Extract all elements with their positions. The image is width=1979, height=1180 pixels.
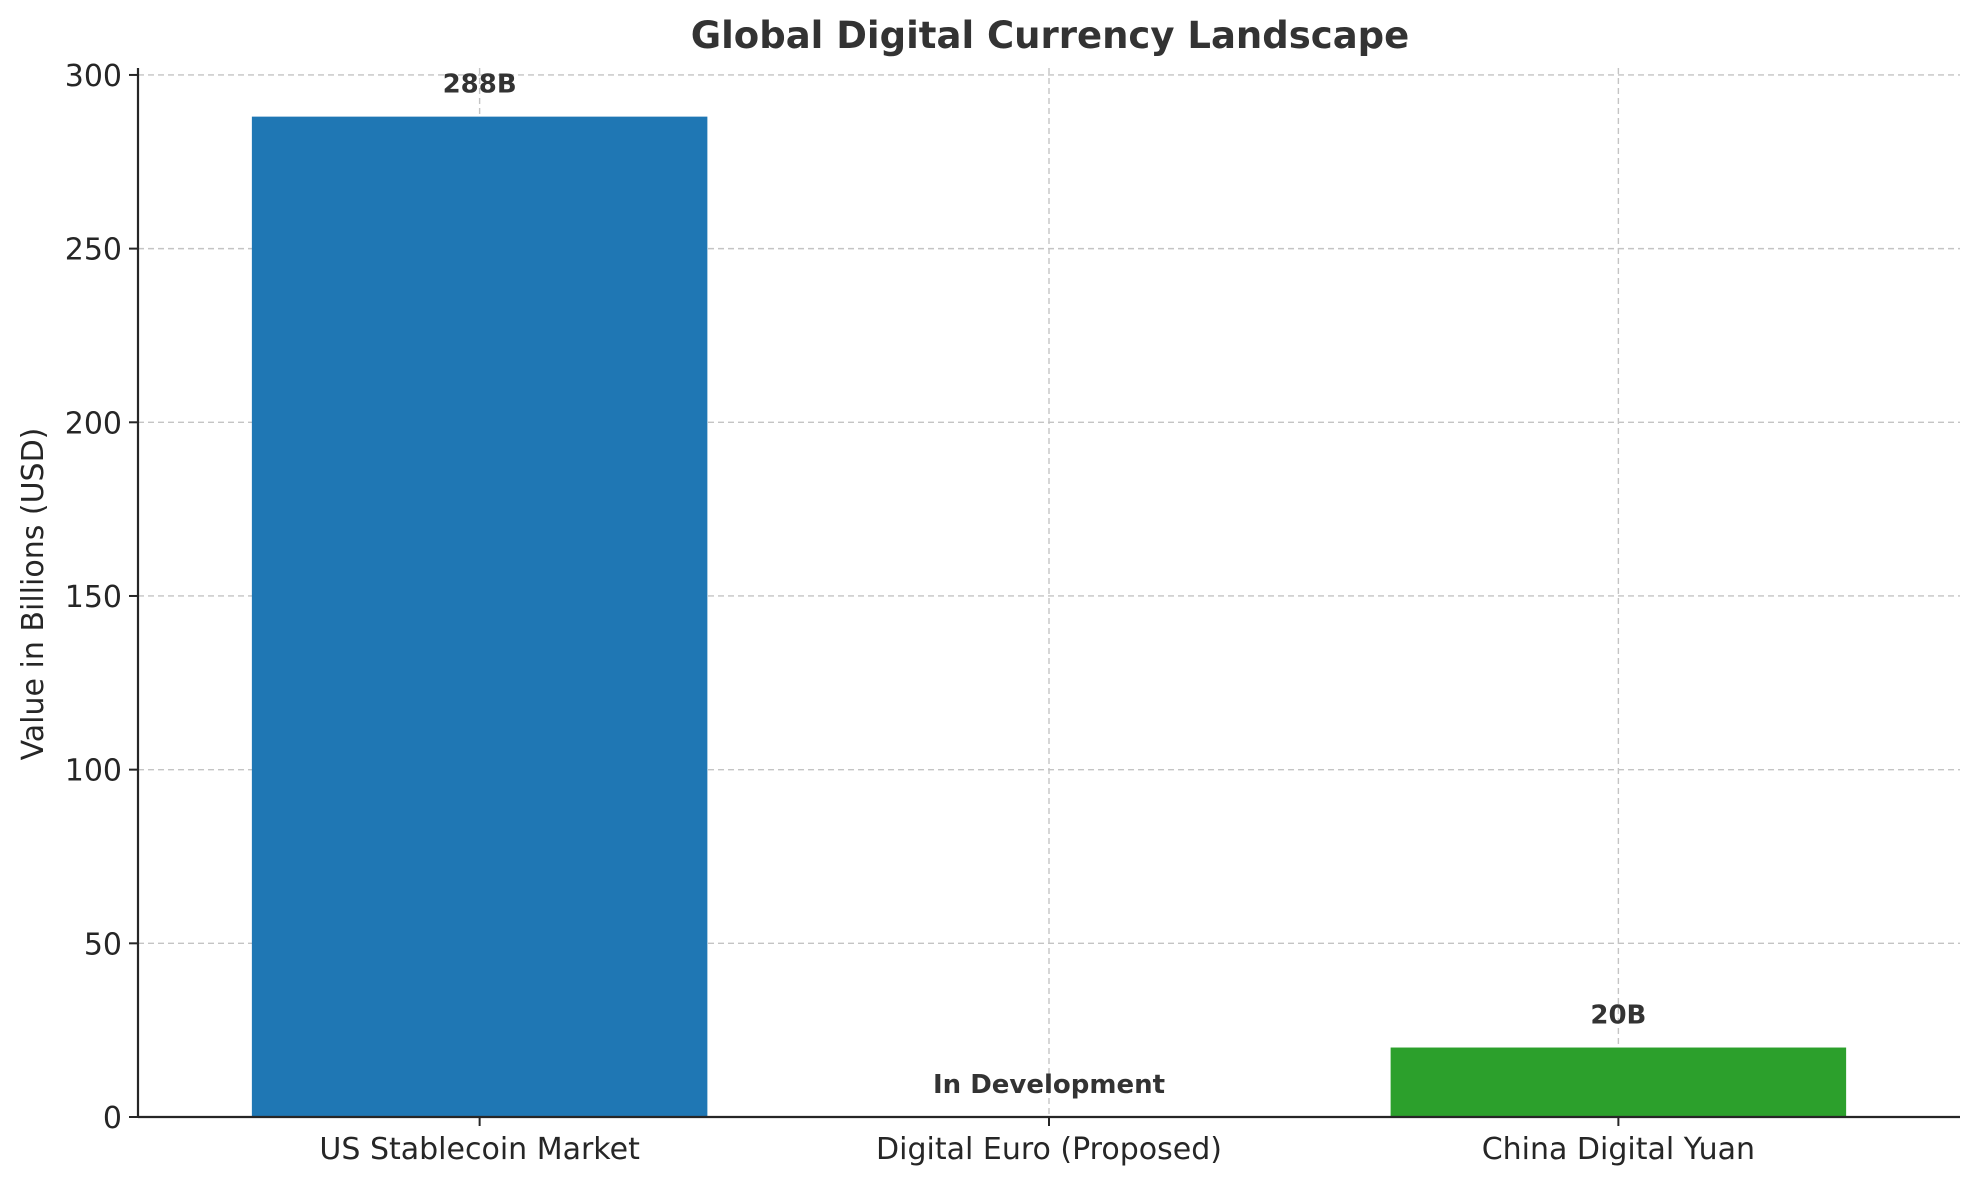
data-label: In Development	[933, 1070, 1165, 1100]
y-axis-label: Value in Billions (USD)	[16, 428, 51, 761]
bar	[251, 116, 708, 1117]
x-tick-label: Digital Euro (Proposed)	[876, 1132, 1222, 1167]
data-label: 20B	[1590, 1001, 1646, 1031]
data-label: 288B	[443, 70, 517, 100]
y-tick-label: 250	[65, 233, 122, 268]
bar	[1390, 1047, 1847, 1117]
x-tick-label: US Stablecoin Market	[319, 1132, 640, 1167]
x-tick-label: China Digital Yuan	[1482, 1132, 1755, 1167]
y-tick-label: 0	[103, 1101, 122, 1136]
y-tick-label: 200	[65, 406, 122, 441]
data-labels: 288B In Development 20B	[443, 70, 1647, 1100]
chart-title: Global Digital Currency Landscape	[691, 14, 1410, 57]
y-tick-label: 300	[65, 59, 122, 94]
axes: 0 50 100 150 200 250 300 US Stablecoin Market Di…	[65, 59, 1960, 1167]
y-tick-label: 150	[65, 580, 122, 615]
y-tick-label: 50	[84, 927, 122, 962]
y-tick-label: 100	[65, 754, 122, 789]
bars	[251, 116, 1847, 1117]
